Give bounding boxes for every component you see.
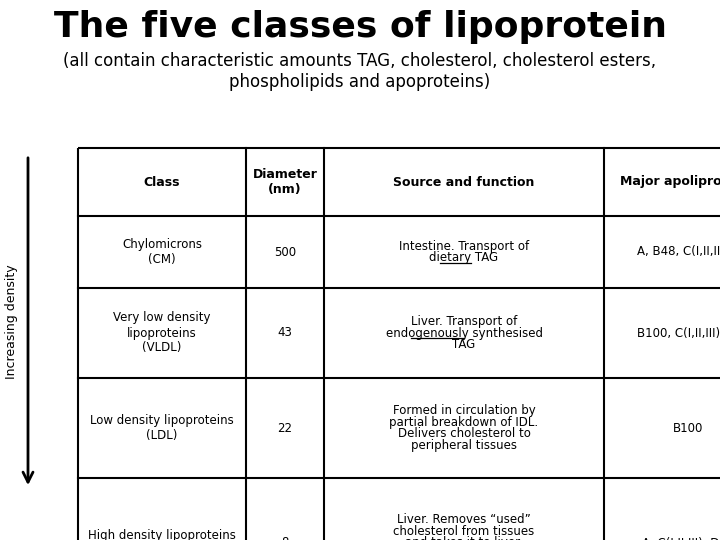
Text: Class: Class — [144, 176, 180, 188]
Text: dietary TAG: dietary TAG — [429, 252, 498, 265]
Text: cholesterol from tissues: cholesterol from tissues — [393, 524, 535, 538]
Text: Source and function: Source and function — [393, 176, 535, 188]
Text: High density lipoproteins
(HDL): High density lipoproteins (HDL) — [88, 529, 236, 540]
Text: A, B48, C(I,II,III) E: A, B48, C(I,II,III) E — [636, 246, 720, 259]
Text: Increasing density: Increasing density — [6, 264, 19, 379]
Bar — [78, 148, 720, 540]
Text: endogenously synthesised: endogenously synthesised — [385, 327, 542, 340]
Text: Formed in circulation by: Formed in circulation by — [392, 403, 536, 417]
Text: (all contain characteristic amounts TAG, cholesterol, cholesterol esters,
phosph: (all contain characteristic amounts TAG,… — [63, 52, 657, 91]
Text: Liver. Removes “used”: Liver. Removes “used” — [397, 512, 531, 526]
Text: Diameter
(nm): Diameter (nm) — [253, 168, 318, 196]
Text: Major apoliproteins: Major apoliproteins — [620, 176, 720, 188]
Text: B100: B100 — [672, 422, 703, 435]
Text: Very low density
lipoproteins
(VLDL): Very low density lipoproteins (VLDL) — [113, 312, 211, 354]
Text: A, C(I,II,III), D, E: A, C(I,II,III), D, E — [642, 537, 720, 540]
Text: TAG: TAG — [452, 339, 476, 352]
Text: Liver. Transport of: Liver. Transport of — [411, 315, 517, 328]
Text: Low density lipoproteins
(LDL): Low density lipoproteins (LDL) — [90, 414, 234, 442]
Text: peripheral tissues: peripheral tissues — [411, 440, 517, 453]
Text: 43: 43 — [278, 327, 292, 340]
Text: 500: 500 — [274, 246, 296, 259]
Text: 22: 22 — [277, 422, 292, 435]
Text: Chylomicrons
(CM): Chylomicrons (CM) — [122, 238, 202, 266]
Text: B100, C(I,II,III) , E: B100, C(I,II,III) , E — [637, 327, 720, 340]
Text: 8: 8 — [282, 537, 289, 540]
Text: Intestine. Transport of: Intestine. Transport of — [399, 240, 529, 253]
Text: Delivers cholesterol to: Delivers cholesterol to — [397, 428, 531, 441]
Text: The five classes of lipoprotein: The five classes of lipoprotein — [53, 10, 667, 44]
Text: partial breakdown of IDL.: partial breakdown of IDL. — [390, 416, 539, 429]
Text: and takes it to liver.: and takes it to liver. — [405, 537, 523, 540]
